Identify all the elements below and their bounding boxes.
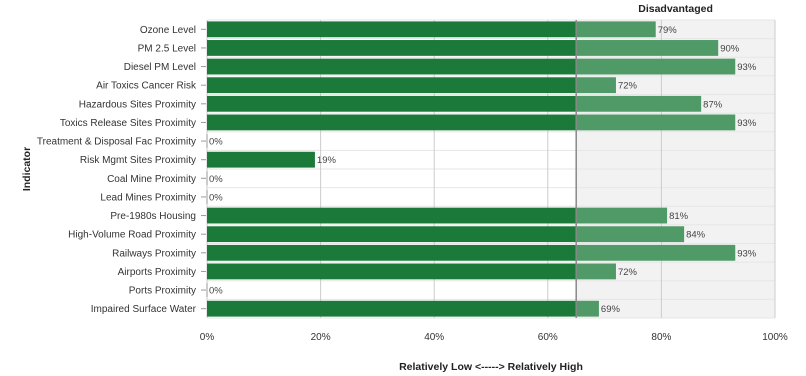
bar — [207, 95, 577, 112]
value-label: 90% — [720, 43, 740, 54]
bar — [207, 40, 577, 56]
bar-above-threshold — [576, 300, 599, 317]
category-label: Lead Mines Proximity — [100, 192, 196, 203]
value-label: 81% — [669, 211, 689, 222]
category-label: Risk Mgmt Sites Proximity — [80, 155, 196, 166]
value-label: 69% — [601, 304, 621, 315]
bar-above-threshold — [576, 263, 616, 280]
bar — [207, 58, 577, 75]
category-label: Ports Proximity — [129, 286, 196, 297]
value-label: 93% — [737, 118, 757, 129]
value-label: 72% — [618, 81, 638, 92]
bar — [207, 207, 577, 224]
x-tick-label: 80% — [651, 332, 671, 343]
x-tick-label: 20% — [311, 332, 331, 343]
bar — [207, 77, 577, 94]
category-label: Railways Proximity — [112, 248, 196, 259]
category-label: PM 2.5 Level — [138, 43, 196, 54]
category-label: Hazardous Sites Proximity — [79, 99, 196, 110]
x-tick-label: 40% — [424, 332, 444, 343]
value-label: 0% — [209, 174, 223, 185]
band-title: Disadvantaged — [638, 3, 713, 15]
x-tick-label: 100% — [762, 332, 788, 343]
bar-above-threshold — [576, 77, 616, 94]
bar-above-threshold — [576, 244, 736, 261]
bar-above-threshold — [576, 40, 719, 56]
bar — [207, 300, 577, 317]
value-label: 93% — [737, 62, 757, 73]
bar — [207, 114, 577, 131]
bar-above-threshold — [576, 207, 668, 224]
bar-above-threshold — [576, 226, 685, 243]
x-axis-title: Relatively Low <-----> Relatively High — [399, 361, 583, 373]
value-label: 0% — [209, 137, 223, 148]
value-label: 0% — [209, 192, 223, 203]
bar-above-threshold — [576, 58, 736, 75]
bar — [207, 226, 577, 243]
bar — [207, 151, 315, 168]
value-label: 72% — [618, 267, 638, 278]
x-tick-label: 0% — [200, 332, 215, 343]
bar — [207, 244, 577, 261]
value-label: 93% — [737, 248, 757, 259]
bar — [207, 263, 577, 280]
value-label: 0% — [209, 286, 223, 297]
category-label: Ozone Level — [140, 25, 196, 36]
value-label: 19% — [317, 155, 337, 166]
category-label: Air Toxics Cancer Risk — [96, 81, 197, 92]
category-label: Coal Mine Proximity — [107, 174, 196, 185]
value-label: 87% — [703, 99, 723, 110]
category-label: Airports Proximity — [118, 267, 196, 278]
value-label: 79% — [658, 25, 678, 36]
bar — [207, 21, 577, 38]
category-label: Diesel PM Level — [124, 62, 196, 73]
category-label: High-Volume Road Proximity — [68, 230, 196, 241]
category-label: Impaired Surface Water — [91, 304, 197, 315]
bar-above-threshold — [576, 114, 736, 131]
category-labels: Ozone Level PM 2.5 Level Diesel PM Level Ai… — [37, 25, 206, 315]
bar-above-threshold — [576, 21, 656, 38]
y-axis-title: Indicator — [21, 147, 33, 191]
category-label: Treatment & Disposal Fac Proximity — [37, 137, 196, 148]
bar-above-threshold — [576, 95, 702, 112]
x-tick-label: 60% — [538, 332, 558, 343]
category-label: Toxics Release Sites Proximity — [60, 118, 196, 129]
value-label: 84% — [686, 230, 706, 241]
x-axis-ticks: 0% 20% 40% 60% 80% 100% — [200, 332, 788, 343]
bars-group: 79% 90% 93% 72% 87% 93% 0% 19% 0% 0% 81% 84% 93% 72% 0… — [206, 21, 757, 317]
category-label: Pre-1980s Housing — [110, 211, 196, 222]
